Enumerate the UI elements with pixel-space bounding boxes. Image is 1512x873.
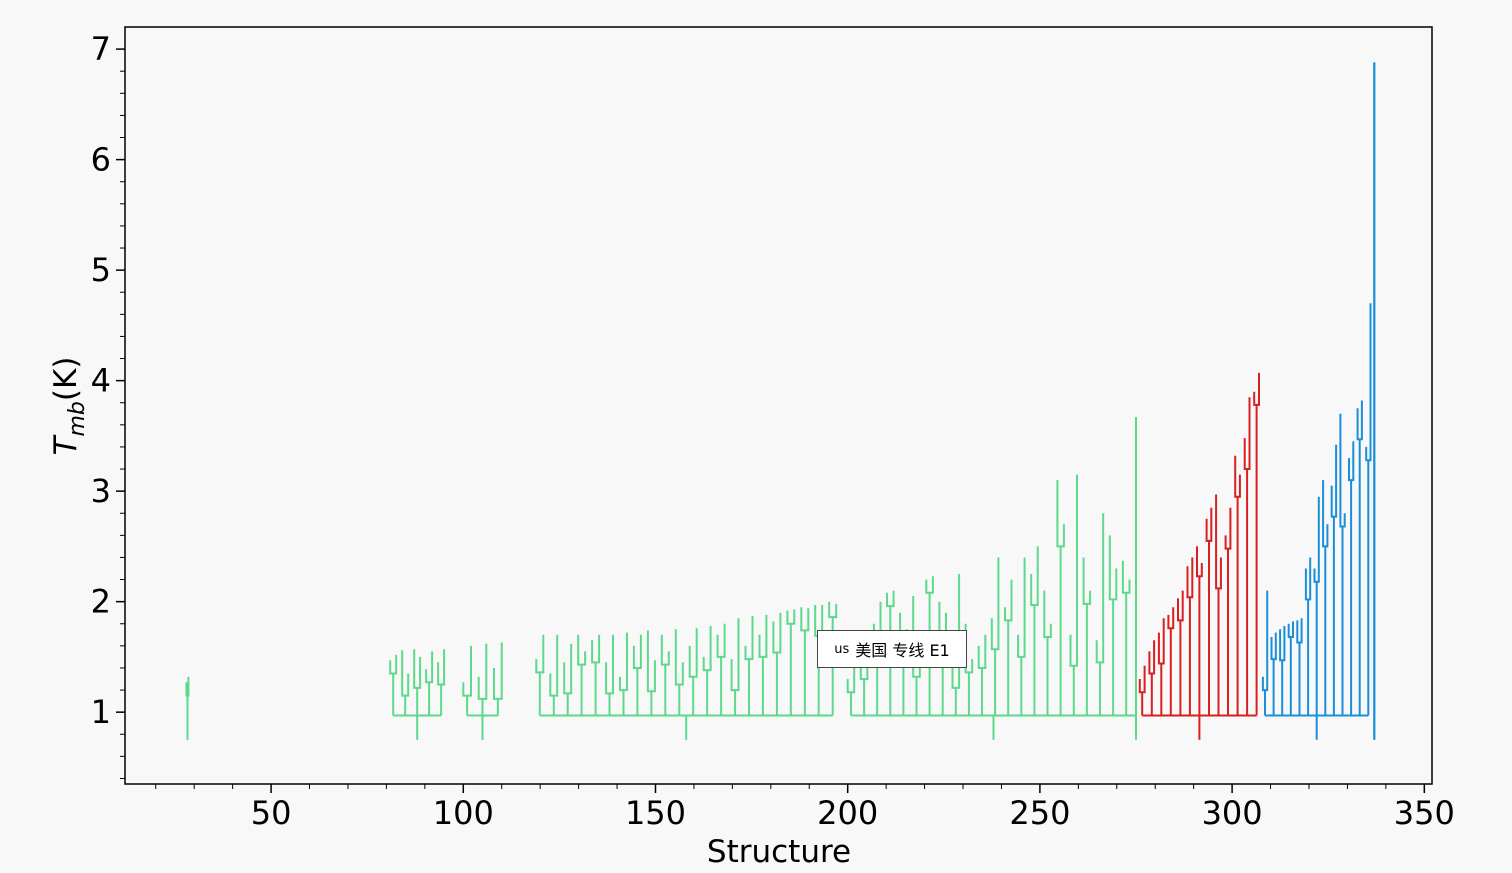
y-axis-label-main: T <box>48 434 84 455</box>
y-tick-label-3: 3 <box>91 472 111 510</box>
x-tick-label-150: 150 <box>625 794 686 832</box>
y-tick-label-4: 4 <box>91 362 111 400</box>
x-tick-label-200: 200 <box>817 794 878 832</box>
y-tick-label-2: 2 <box>91 583 111 621</box>
x-tick-label-300: 300 <box>1202 794 1263 832</box>
y-axis-label-sub: mb <box>65 401 90 436</box>
y-tick-label-6: 6 <box>91 141 111 179</box>
x-axis-label: Structure <box>707 834 851 870</box>
x-tick-label-250: 250 <box>1009 794 1070 832</box>
x-tick-label-350: 350 <box>1394 794 1455 832</box>
y-tick-label-5: 5 <box>91 251 111 289</box>
dendrogram-branches <box>185 62 1376 740</box>
y-tick-label-1: 1 <box>91 693 111 731</box>
plot-frame <box>124 26 1433 785</box>
svg-text:Tmb(K): Tmb(K) <box>48 357 90 456</box>
y-tick-label-7: 7 <box>91 30 111 68</box>
y-axis-label-unit: (K) <box>48 357 84 402</box>
x-tick-label-100: 100 <box>433 794 494 832</box>
x-tick-label-50: 50 <box>251 794 292 832</box>
overlay-badge: us 美国 专线 E1 <box>817 630 967 668</box>
badge-text: 美国 专线 E1 <box>855 641 950 660</box>
badge-prefix: us <box>834 641 850 657</box>
plot-area <box>125 27 1432 784</box>
y-axis-label: Tmb(K) <box>48 357 90 456</box>
